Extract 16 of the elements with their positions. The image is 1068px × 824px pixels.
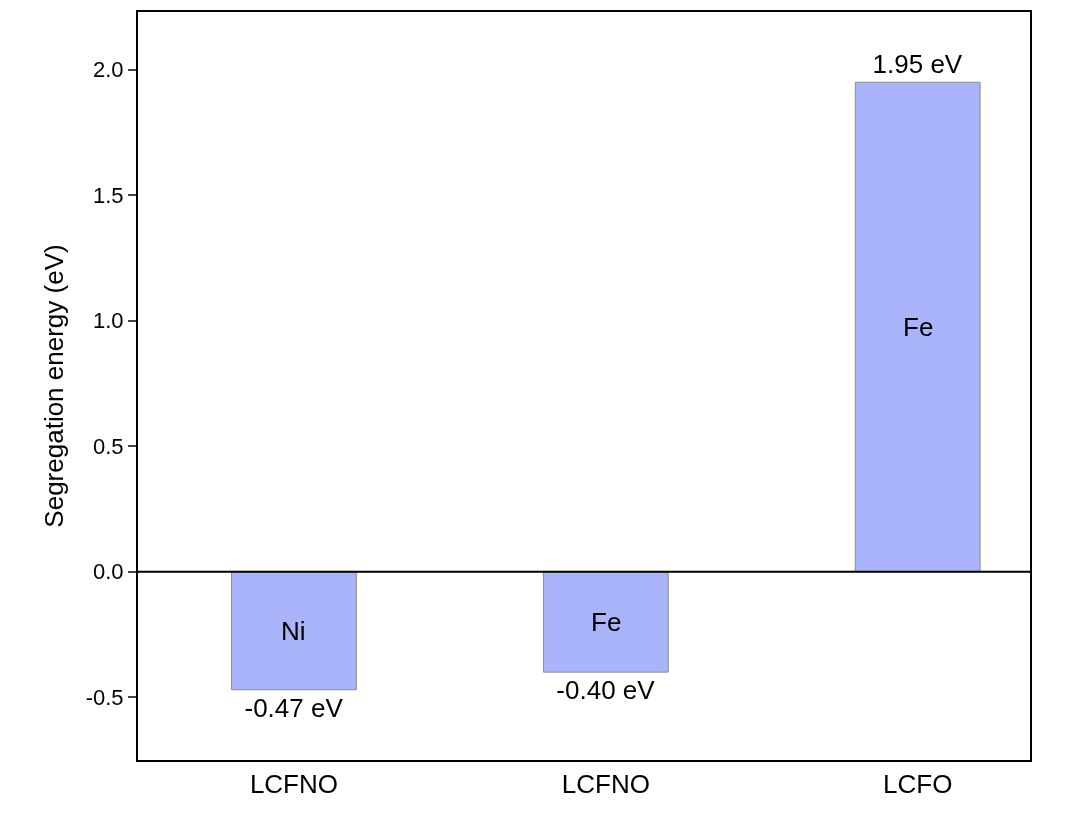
y-tick-label: 0.5 xyxy=(93,433,124,459)
annotation: Fe xyxy=(591,607,622,637)
y-tick-label: 2.0 xyxy=(93,57,124,83)
y-tick-label: 1.0 xyxy=(93,308,124,334)
y-axis-title: Segregation energy (eV) xyxy=(38,244,69,528)
x-tick-label: LCFO xyxy=(883,769,953,800)
x-tick-label: LCFNO xyxy=(561,769,650,800)
annotation: Ni xyxy=(281,616,306,646)
annotation: Fe xyxy=(903,312,934,342)
x-tick-label: LCFNO xyxy=(249,769,338,800)
y-tick-label: 0.0 xyxy=(93,559,124,585)
y-tick-label: 1.5 xyxy=(93,182,124,208)
data-label: 1.95 eV xyxy=(872,49,963,80)
data-label: -0.47 eV xyxy=(244,692,344,723)
data-label: -0.40 eV xyxy=(556,675,656,706)
y-tick-label: -0.5 xyxy=(85,684,124,710)
